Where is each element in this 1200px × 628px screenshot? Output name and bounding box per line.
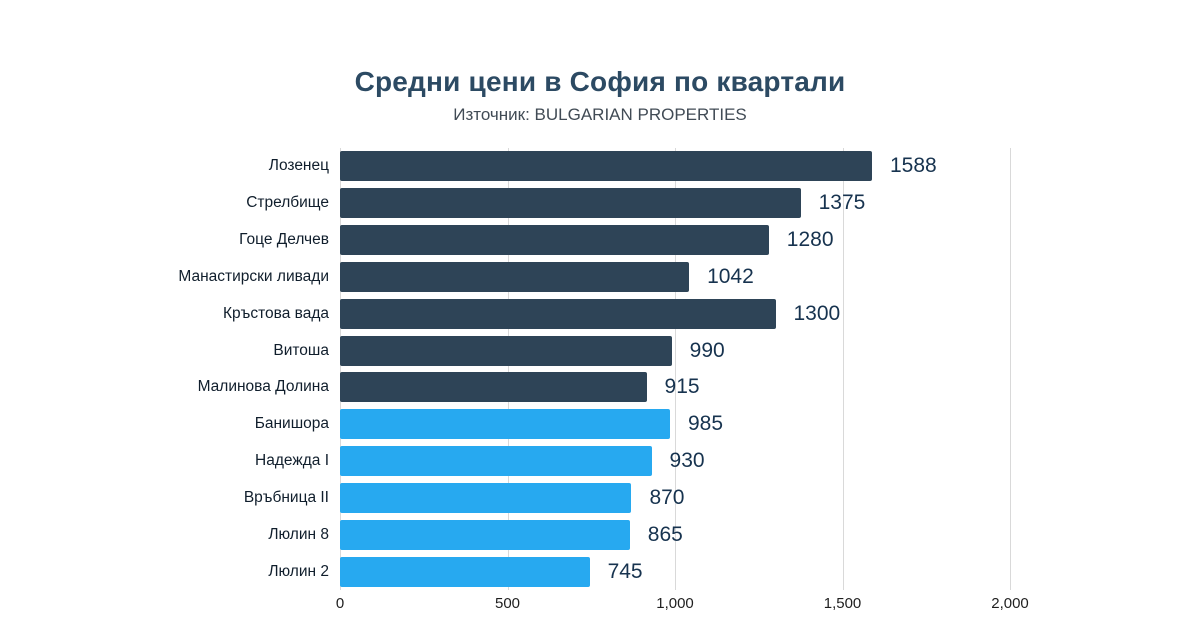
bar: [340, 261, 690, 292]
bar: [340, 372, 647, 403]
gridline: [675, 148, 676, 590]
gridline: [507, 148, 509, 590]
value-label: 1588: [889, 154, 937, 178]
bar-row: Малинова Долина 915: [198, 369, 1010, 406]
bar-row: Витоша 990: [273, 332, 1010, 369]
value-label: 915: [664, 375, 700, 399]
category-label: Надежда I: [255, 452, 329, 470]
category-label: Стрелбище: [246, 194, 329, 212]
category-label: Люлин 2: [268, 562, 329, 580]
bar-row: Стрелбище 1375: [246, 185, 1010, 222]
bar: [340, 482, 632, 513]
value-label: 1375: [818, 191, 866, 215]
bar-row: Връбница II 870: [244, 480, 1010, 517]
category-label: Малинова Долина: [197, 378, 329, 396]
bar: [340, 519, 630, 550]
category-label: Люлин 8: [268, 525, 329, 543]
category-label: Лозенец: [268, 157, 329, 175]
category-label: Витоша: [273, 341, 329, 359]
value-label: 990: [689, 338, 725, 362]
gridline: [842, 148, 844, 590]
bar: [340, 298, 776, 329]
bar: [340, 188, 801, 219]
value-label: 865: [647, 522, 683, 546]
bar: [340, 151, 872, 182]
category-label: Манастирски ливади: [178, 267, 329, 285]
bar: [340, 335, 672, 366]
category-label: Връбница II: [243, 488, 329, 506]
x-axis-tick-label: 1,000: [656, 595, 694, 612]
value-label: 930: [669, 449, 705, 473]
bar-row: Лозенец 1588: [269, 148, 1010, 185]
value-label: 870: [649, 485, 685, 509]
bar: [340, 446, 652, 477]
bar-row: Люлин 8 865: [268, 516, 1010, 553]
category-label: Гоце Делчев: [239, 231, 329, 249]
value-label: 1042: [707, 264, 754, 288]
value-label: 985: [687, 412, 724, 436]
x-axis-tick-label: 0: [335, 595, 345, 612]
category-label: Кръстова вада: [223, 304, 329, 322]
chart-subtitle: Източник: BULGARIAN PROPERTIES: [453, 105, 747, 124]
bar-row: Гоце Делчев 1280: [239, 222, 1010, 259]
bar-row: Банишора 985: [255, 406, 1010, 443]
bar: [340, 409, 670, 440]
category-label: Банишора: [254, 415, 329, 433]
chart-title: Средни цени в София по квартали: [354, 66, 846, 97]
bar-row: Манастирски ливади 1042: [178, 259, 1010, 296]
x-axis-tick-label: 1,500: [823, 595, 862, 612]
value-label: 745: [607, 559, 643, 583]
value-label: 1300: [793, 301, 841, 325]
bar-row: Надежда I 930: [255, 443, 1010, 480]
bar-row: Люлин 2 745: [268, 553, 1010, 590]
x-axis-tick-label: 500: [494, 595, 521, 612]
value-label: 1280: [786, 228, 834, 252]
bar: [340, 556, 590, 587]
bar: [340, 225, 769, 256]
gridline: [340, 148, 341, 590]
bar-row: Кръстова вада 1300: [223, 295, 1010, 332]
x-axis-tick-label: 2,000: [991, 595, 1029, 612]
plot-area: 0 500 1,000 1,500 2,000 Лозенец 1588 Стрелбище 1…: [178, 148, 1029, 612]
gridline: [1010, 148, 1011, 590]
